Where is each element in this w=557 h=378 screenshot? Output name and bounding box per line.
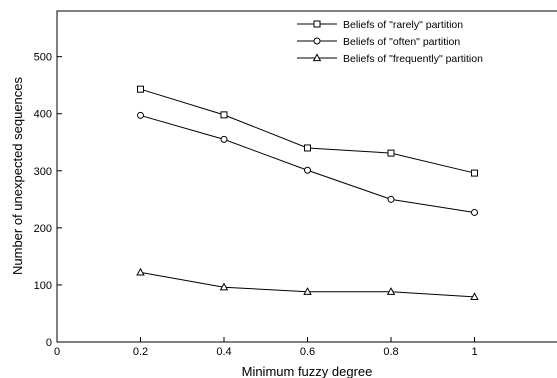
- y-tick-label: 200: [34, 223, 52, 235]
- legend-label: Beliefs of "frequently" partition: [343, 53, 483, 65]
- x-tick-label: 0: [54, 346, 60, 358]
- data-point: [137, 85, 144, 93]
- data-point: [304, 144, 311, 152]
- legend: Beliefs of "rarely" partition Beliefs of …: [297, 19, 483, 65]
- y-tick-label: 300: [34, 166, 52, 178]
- y-tick-label: 100: [34, 280, 52, 292]
- legend-marker: [313, 37, 321, 45]
- series-square: [137, 85, 478, 177]
- data-point: [220, 135, 228, 143]
- data-point: [303, 287, 312, 295]
- x-tick-label: 0.2: [133, 346, 148, 358]
- legend-marker: [313, 20, 321, 28]
- y-axis-title: Number of unexpected sequences: [10, 76, 25, 275]
- data-point: [470, 292, 479, 301]
- legend-item: Beliefs of "often" partition: [297, 36, 460, 48]
- data-point: [387, 149, 395, 157]
- y-tick-label: 0: [46, 337, 52, 349]
- x-tick-label: 1: [471, 346, 477, 358]
- data-point: [137, 111, 144, 119]
- legend-item: Beliefs of "frequently" partition: [297, 53, 483, 65]
- x-axis: 0 0.2 0.4 0.6 0.8 1: [54, 337, 478, 358]
- data-point: [471, 169, 478, 177]
- y-tick-label: 400: [34, 109, 52, 121]
- data-point: [219, 282, 229, 291]
- series-line: [140, 114, 475, 213]
- y-axis: 0 100 200 300 400 500: [34, 52, 62, 349]
- series-line: [140, 88, 475, 174]
- data-point: [387, 195, 395, 203]
- x-tick-label: 0.8: [383, 346, 398, 358]
- data-point: [304, 166, 311, 174]
- data-point: [386, 287, 396, 295]
- series-circle: [137, 111, 478, 216]
- legend-item: Beliefs of "rarely" partition: [297, 19, 463, 31]
- data-point: [220, 111, 228, 119]
- series-triangle: [136, 267, 479, 301]
- legend-label: Beliefs of "rarely" partition: [343, 19, 463, 31]
- x-axis-title: Minimum fuzzy degree: [242, 364, 373, 378]
- y-tick-label: 500: [34, 52, 52, 64]
- legend-label: Beliefs of "often" partition: [343, 36, 460, 48]
- x-tick-label: 0.6: [300, 346, 315, 358]
- data-point: [471, 208, 478, 216]
- series-layer: [136, 85, 479, 301]
- x-tick-label: 0.4: [216, 346, 231, 358]
- data-point: [136, 267, 145, 276]
- legend-marker: [312, 53, 322, 62]
